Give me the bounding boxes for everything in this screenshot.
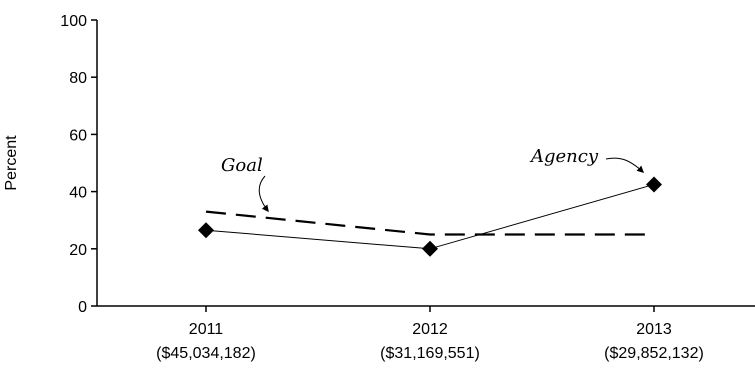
y-tick-label: 60 [69, 127, 87, 144]
x-tick-label: 2012 [412, 321, 448, 338]
agency-annotation-label: Agency [529, 146, 599, 167]
x-tick-sublabel: ($31,169,551) [380, 345, 480, 362]
y-axis-title: Percent [3, 135, 20, 191]
annotations: Goal Agency [221, 146, 645, 213]
y-tick-label: 0 [78, 299, 87, 316]
goal-annotation-label: Goal [221, 155, 263, 176]
x-tick-label: 2013 [636, 321, 672, 338]
goal-series-line [205, 210, 654, 236]
y-tick-label: 20 [69, 242, 87, 259]
agency-data-point [422, 240, 438, 257]
x-tick-sublabel: ($45,034,182) [156, 345, 256, 362]
agency-series-line [205, 183, 655, 250]
x-tick-label: 2011 [189, 321, 224, 338]
agency-data-point [198, 222, 214, 239]
x-tick-sublabel: ($29,852,132) [604, 345, 704, 362]
y-tick-label: 40 [69, 185, 87, 202]
ticks: 0 20 40 60 80 100 2011 ($45,034,182) 2012 ($31,16… [60, 13, 704, 362]
goal-annotation-arrow [258, 175, 269, 213]
y-tick-label: 100 [60, 13, 87, 30]
series [198, 176, 662, 257]
y-tick-label: 80 [69, 70, 87, 87]
agency-data-point [646, 176, 662, 193]
agency-annotation-arrow [605, 157, 645, 173]
